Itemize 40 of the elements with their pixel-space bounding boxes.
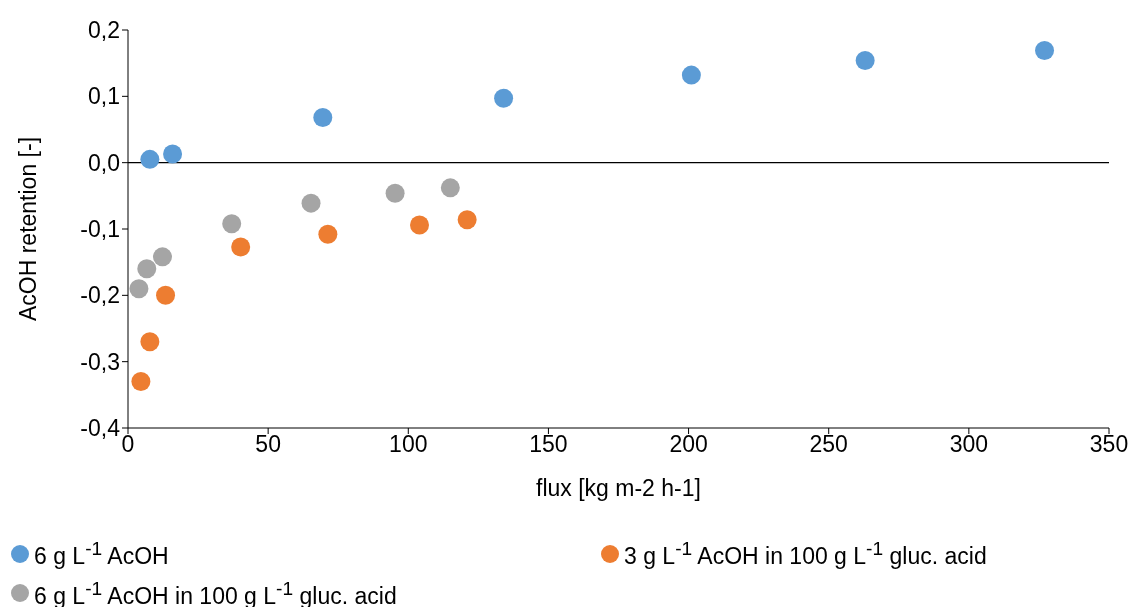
point: [313, 108, 333, 128]
point: [140, 332, 160, 352]
x-tick-label: 200: [669, 431, 708, 458]
y-tick-label: 0,1: [88, 83, 120, 110]
x-tick-label: 50: [255, 431, 281, 458]
point: [1035, 41, 1055, 61]
point: [140, 149, 160, 169]
point: [318, 224, 338, 244]
y-tick-label: 0,0: [88, 149, 120, 176]
point: [855, 51, 875, 71]
y-axis-title: AcOH retention [-]: [15, 136, 42, 322]
point: [385, 183, 405, 203]
point: [129, 279, 149, 299]
y-tick-label: 0,2: [88, 17, 120, 44]
x-axis-title: flux [kg m-2 h-1]: [536, 475, 701, 501]
point: [163, 144, 183, 164]
point: [231, 237, 251, 257]
x-tick-label: 0: [121, 431, 135, 458]
x-tick-label: 300: [949, 431, 989, 458]
point: [137, 259, 157, 279]
point: [152, 247, 172, 267]
point: [222, 214, 242, 234]
point: [156, 285, 176, 305]
x-tick-label: 100: [389, 431, 428, 458]
x-tick-label: 250: [809, 431, 848, 458]
y-tick-label: -0,2: [80, 282, 120, 309]
point: [131, 372, 151, 392]
x-tick-label: 350: [1089, 431, 1129, 458]
x-tick-label: 150: [529, 431, 568, 458]
point: [494, 88, 514, 108]
point: [410, 215, 429, 235]
y-tick-label: -0,1: [80, 216, 120, 243]
legend-label: 6 g L$^{-1}$ AcOH: [34, 538, 169, 570]
point: [440, 178, 460, 198]
point: [301, 193, 321, 213]
legend-label: 3 g L$^{-1}$ AcOH in 100 g L$^{-1}$ gluc. acid: [624, 538, 987, 570]
y-tick-label: -0,4: [80, 415, 121, 442]
point: [681, 65, 701, 85]
y-tick-label: -0,3: [80, 348, 120, 375]
point: [457, 210, 477, 230]
